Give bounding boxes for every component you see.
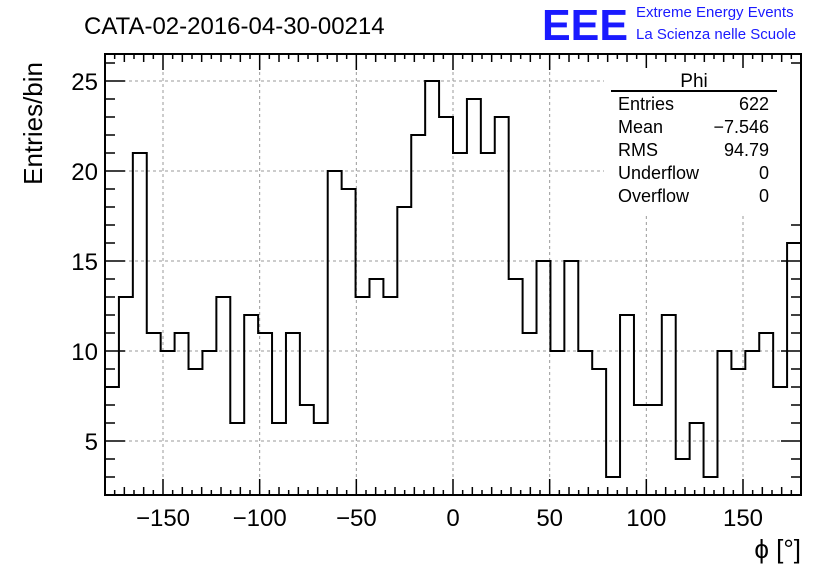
axis-ticks [105, 54, 801, 495]
stats-label: Entries [618, 94, 674, 114]
x-tick-label: −150 [136, 505, 190, 532]
stats-box: Phi Entries 622 Mean −7.546 RMS 94.79 Underflo… [604, 68, 800, 216]
y-tick-label: 5 [85, 429, 98, 456]
x-axis-label: ϕ [°] [754, 534, 801, 564]
chart-title: CATA-02-2016-04-30-00214 [84, 13, 385, 40]
stats-label: Underflow [618, 163, 700, 183]
x-tick-label: 50 [536, 505, 563, 532]
y-tick-labels: 5 10 15 20 25 [71, 69, 98, 456]
x-tick-labels: −150 −100 −50 0 50 100 150 [136, 505, 763, 532]
plot-frame [104, 53, 802, 496]
stats-label: Mean [618, 117, 663, 137]
x-tick-label: 0 [446, 505, 459, 532]
y-tick-label: 10 [71, 339, 98, 366]
x-tick-label: −100 [233, 505, 287, 532]
x-tick-label: −50 [336, 505, 377, 532]
stats-value: 0 [759, 163, 769, 183]
y-tick-label: 15 [71, 249, 98, 276]
y-axis-label: Entries/bin [18, 62, 48, 185]
x-tick-label: 150 [723, 505, 763, 532]
y-tick-label: 20 [71, 159, 98, 186]
logo-line-2: La Scienza nelle Scuole [636, 26, 796, 43]
x-tick-label: 100 [626, 505, 666, 532]
stats-label: RMS [618, 140, 658, 160]
logo-line-1: Extreme Energy Events [636, 4, 794, 21]
y-tick-label: 25 [71, 69, 98, 96]
stats-value: −7.546 [713, 117, 769, 137]
logo-mark: EEE [542, 1, 628, 50]
stats-value: 622 [739, 94, 769, 114]
eee-logo: EEE Extreme Energy Events La Scienza nel… [542, 1, 796, 50]
histogram-outline [105, 80, 801, 478]
stats-title: Phi [680, 71, 707, 92]
stats-label: Overflow [618, 186, 690, 206]
stats-value: 0 [759, 186, 769, 206]
stats-value: 94.79 [724, 140, 769, 160]
